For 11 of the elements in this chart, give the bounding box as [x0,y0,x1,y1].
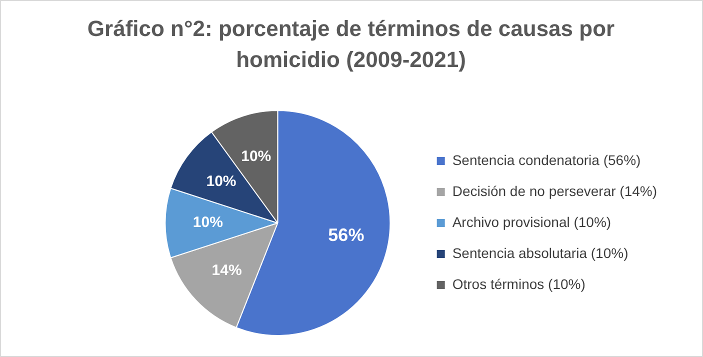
data-label: 14% [212,262,242,279]
legend-label: Decisión de no perseverar (14%) [452,182,657,199]
legend-label: Sentencia condenatoria (56%) [452,152,641,168]
legend-label: Archivo provisional (10%) [452,214,612,230]
data-label: 10% [241,148,272,165]
data-label: 56% [328,225,364,246]
legend-label: Sentencia absolutaria (10%) [452,244,628,261]
chart-title: Gráfico n°2: porcentaje de términos de causas por homicidio (2009-2021) [86,15,616,74]
data-label: 10% [206,173,236,190]
legend-label: Otros términos (10%) [452,276,586,292]
data-label: 10% [192,214,223,232]
